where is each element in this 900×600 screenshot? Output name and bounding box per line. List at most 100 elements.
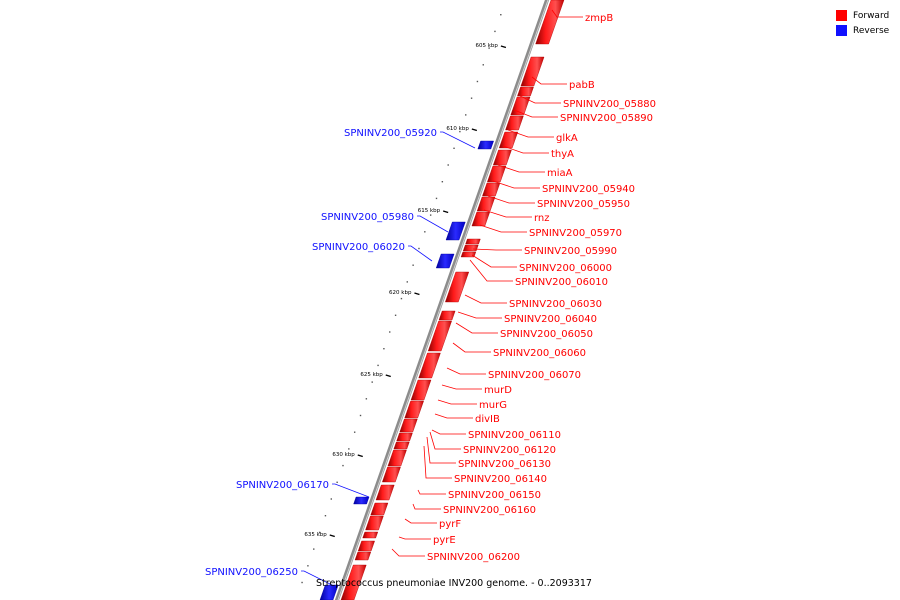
forward-leader-line [455, 322, 498, 334]
forward-gene-block[interactable] [365, 515, 384, 531]
forward-gene-label[interactable]: SPNINV200_05940 [542, 184, 635, 195]
forward-gene-label[interactable]: SPNINV200_06110 [468, 430, 561, 441]
forward-gene-label[interactable]: pyrE [433, 535, 456, 546]
forward-gene-label[interactable]: miaA [547, 168, 573, 179]
reverse-gene-block[interactable] [435, 253, 455, 269]
forward-gene-label[interactable]: thyA [551, 149, 574, 160]
legend-forward[interactable]: Forward [836, 8, 889, 23]
forward-gene-block[interactable] [387, 449, 407, 467]
reverse-gene-block[interactable] [477, 140, 494, 150]
forward-gene-block[interactable] [520, 56, 545, 87]
forward-gene-label[interactable]: SPNINV200_06000 [519, 263, 612, 274]
forward-gene-label[interactable]: zmpB [585, 13, 613, 24]
legend-reverse-label: Reverse [853, 25, 890, 36]
forward-gene-block[interactable] [445, 271, 470, 303]
forward-gene-block[interactable] [410, 379, 432, 401]
forward-gene-label[interactable]: SPNINV200_06130 [458, 459, 551, 470]
tick-label: 630 kbp [332, 452, 355, 458]
forward-gene-block[interactable] [465, 238, 481, 245]
forward-gene-block[interactable] [370, 502, 389, 516]
forward-gene-block[interactable] [354, 551, 372, 561]
reverse-leader-line [440, 131, 476, 149]
ruler-dot [348, 448, 350, 450]
forward-gene-label[interactable]: murD [484, 385, 512, 396]
reverse-gene-block[interactable] [319, 584, 339, 600]
forward-gene-label[interactable]: SPNINV200_06200 [427, 552, 520, 563]
forward-gene-label[interactable]: SPNINV200_06140 [454, 474, 547, 485]
forward-gene-block[interactable] [396, 432, 413, 442]
forward-gene-block[interactable] [460, 251, 477, 258]
ruler-dot [371, 381, 373, 383]
forward-gene-block[interactable] [482, 182, 501, 197]
forward-gene-label[interactable]: SPNINV200_05970 [529, 228, 622, 239]
forward-gene-label[interactable]: divIB [475, 414, 500, 425]
forward-gene-label[interactable]: SPNINV200_05950 [537, 199, 630, 210]
reverse-gene-label[interactable]: SPNINV200_06250 [205, 567, 298, 578]
forward-gene-block[interactable] [404, 400, 424, 419]
forward-leader-line [431, 429, 466, 435]
forward-leader-line [398, 536, 431, 540]
ruler-dot [313, 548, 315, 550]
ruler-dot [435, 197, 438, 200]
forward-gene-label[interactable]: pyrF [439, 519, 461, 530]
ruler-dot [470, 97, 473, 99]
forward-gene-block[interactable] [505, 115, 524, 131]
forward-gene-label[interactable]: SPNINV200_05880 [563, 99, 656, 110]
tick-label: 605 kbp [475, 43, 498, 49]
forward-gene-label[interactable]: glkA [556, 133, 578, 144]
forward-leader-line [551, 9, 583, 18]
forward-gene-block[interactable] [393, 441, 410, 450]
ruler-dot [406, 281, 408, 283]
tick-label: 620 kbp [389, 290, 412, 296]
tick-mark [500, 45, 507, 49]
ruler-dot [365, 398, 368, 400]
forward-gene-block[interactable] [357, 540, 375, 552]
forward-gene-block[interactable] [535, 0, 565, 45]
reverse-gene-block[interactable] [353, 496, 370, 505]
forward-gene-label[interactable]: SPNINV200_06060 [493, 348, 586, 359]
ruler-dot [342, 464, 344, 467]
ruler-dot [400, 297, 403, 300]
forward-gene-block[interactable] [375, 484, 395, 501]
forward-gene-block[interactable] [471, 211, 491, 227]
forward-gene-label[interactable]: SPNINV200_06030 [509, 299, 602, 310]
forward-gene-label[interactable]: SPNINV200_06040 [504, 314, 597, 325]
tick-mark [471, 128, 478, 132]
forward-gene-block[interactable] [362, 531, 379, 539]
forward-gene-label[interactable]: SPNINV200_05890 [560, 113, 653, 124]
genome-backbone [334, 0, 550, 600]
reverse-gene-label[interactable]: SPNINV200_05980 [321, 212, 414, 223]
forward-leader-line [479, 224, 527, 233]
reverse-gene-label[interactable]: SPNINV200_06170 [236, 480, 329, 491]
forward-gene-label[interactable]: SPNINV200_06160 [443, 505, 536, 516]
forward-gene-block[interactable] [438, 310, 456, 321]
ruler-dot [482, 64, 484, 66]
forward-gene-label[interactable]: rnz [534, 213, 550, 224]
forward-gene-block[interactable] [492, 149, 512, 166]
forward-gene-block[interactable] [517, 86, 534, 97]
forward-gene-label[interactable]: SPNINV200_06070 [488, 370, 581, 381]
reverse-gene-label[interactable]: SPNINV200_06020 [312, 242, 405, 253]
legend-reverse[interactable]: Reverse [836, 23, 889, 38]
forward-gene-block[interactable] [399, 418, 418, 433]
forward-gene-block[interactable] [476, 196, 496, 212]
forward-gene-block[interactable] [340, 564, 367, 600]
ruler-dot [394, 314, 397, 316]
reverse-gene-block[interactable] [445, 221, 466, 241]
forward-gene-block[interactable] [382, 466, 401, 483]
forward-gene-block[interactable] [427, 320, 452, 352]
forward-gene-block[interactable] [418, 352, 441, 379]
forward-gene-block[interactable] [462, 244, 479, 252]
forward-gene-label[interactable]: SPNINV200_05990 [524, 246, 617, 257]
reverse-gene-label[interactable]: SPNINV200_05920 [344, 128, 437, 139]
forward-gene-label[interactable]: murG [479, 400, 507, 411]
forward-gene-label[interactable]: pabB [569, 80, 595, 91]
ruler-dot [353, 431, 356, 433]
forward-leader-line [446, 367, 486, 375]
forward-gene-label[interactable]: SPNINV200_06150 [448, 490, 541, 501]
forward-leader-line [417, 489, 446, 495]
forward-gene-label[interactable]: SPNINV200_06120 [463, 445, 556, 456]
forward-gene-label[interactable]: SPNINV200_06010 [515, 277, 608, 288]
forward-gene-label[interactable]: SPNINV200_06050 [500, 329, 593, 340]
